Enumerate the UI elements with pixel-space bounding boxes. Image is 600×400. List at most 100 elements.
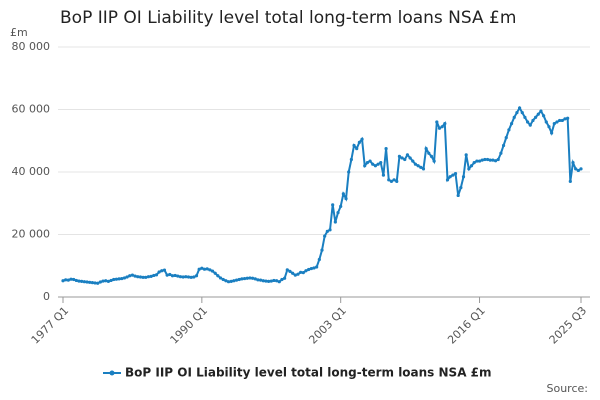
y-tick-label: 40 000	[12, 165, 51, 178]
data-point	[512, 115, 516, 119]
data-point	[461, 175, 466, 179]
data-point	[469, 164, 474, 168]
data-point	[122, 276, 127, 280]
data-point	[501, 143, 506, 148]
data-point	[368, 159, 372, 163]
data-point	[357, 140, 361, 144]
data-point	[301, 271, 305, 275]
data-point	[542, 114, 546, 118]
data-point	[309, 266, 313, 271]
data-point	[248, 276, 252, 280]
data-point	[312, 266, 316, 270]
data-point	[539, 109, 543, 113]
data-point	[64, 278, 68, 282]
data-point	[531, 118, 535, 123]
source: Source:	[547, 382, 589, 395]
data-point	[128, 274, 132, 278]
x-tick-label: 2025 Q3	[547, 304, 590, 347]
data-point	[234, 278, 239, 282]
data-point	[459, 186, 463, 190]
data-point	[491, 158, 495, 162]
data-point	[555, 120, 559, 124]
data-point	[507, 128, 511, 132]
data-point	[579, 167, 583, 171]
data-point	[69, 277, 73, 281]
data-point	[475, 159, 479, 163]
data-point	[221, 277, 225, 282]
data-point	[232, 279, 236, 283]
data-point	[66, 278, 70, 282]
data-point	[405, 153, 410, 157]
data-point	[384, 146, 388, 151]
data-point	[395, 179, 399, 183]
data-point	[547, 125, 551, 129]
data-point	[544, 120, 548, 124]
data-point	[325, 229, 329, 233]
data-point	[480, 158, 484, 162]
data-point	[435, 120, 439, 124]
data-point	[515, 111, 519, 115]
data-point	[120, 276, 124, 281]
data-point	[96, 281, 100, 285]
data-point	[250, 276, 255, 280]
y-tick-label: 60 000	[12, 103, 51, 116]
data-point	[85, 280, 89, 284]
data-point	[189, 275, 193, 279]
data-point	[576, 168, 580, 173]
data-point	[184, 275, 188, 279]
data-point	[109, 278, 113, 283]
data-point	[154, 273, 159, 277]
data-point	[224, 279, 228, 283]
data-point	[253, 277, 257, 281]
data-point	[178, 275, 183, 279]
data-point	[269, 279, 273, 283]
data-point	[352, 143, 356, 148]
data-point	[90, 281, 94, 285]
legend-label: BoP IIP OI Liability level total long-te…	[125, 366, 492, 380]
x-tick-label: 2003 Q1	[306, 304, 349, 347]
data-point	[181, 275, 185, 279]
data-point	[464, 153, 468, 157]
data-point	[226, 280, 231, 284]
data-point	[261, 279, 265, 283]
data-point	[266, 279, 271, 283]
data-point	[149, 274, 153, 278]
data-point	[317, 257, 321, 262]
data-point	[146, 275, 151, 279]
legend-marker	[109, 370, 115, 376]
data-point	[331, 203, 335, 207]
data-point	[197, 267, 201, 271]
data-point	[194, 274, 199, 278]
y-tick-label: 20 000	[12, 228, 51, 241]
data-point	[240, 277, 244, 281]
data-point	[296, 272, 300, 276]
data-point	[349, 157, 353, 162]
data-point	[320, 248, 324, 252]
data-point	[528, 123, 532, 127]
data-point	[467, 167, 471, 171]
data-point	[488, 158, 492, 162]
data-point	[424, 146, 428, 151]
data-point	[114, 277, 119, 281]
data-point	[445, 178, 450, 182]
data-point	[421, 167, 426, 171]
data-point	[456, 193, 460, 198]
data-point	[448, 175, 452, 179]
data-point	[152, 273, 156, 278]
data-point	[483, 157, 487, 162]
data-point	[138, 275, 143, 279]
data-point	[205, 267, 209, 271]
data-point	[563, 117, 567, 121]
data-point	[437, 126, 442, 130]
data-point	[218, 276, 223, 280]
data-point	[256, 278, 260, 282]
data-point	[499, 151, 503, 155]
data-point	[315, 265, 319, 269]
data-point	[574, 167, 578, 171]
data-point	[229, 279, 233, 283]
data-point	[365, 161, 369, 165]
data-point	[237, 277, 241, 282]
data-point	[381, 173, 386, 177]
y-tick-label: 80 000	[12, 40, 51, 53]
data-point	[509, 121, 514, 126]
